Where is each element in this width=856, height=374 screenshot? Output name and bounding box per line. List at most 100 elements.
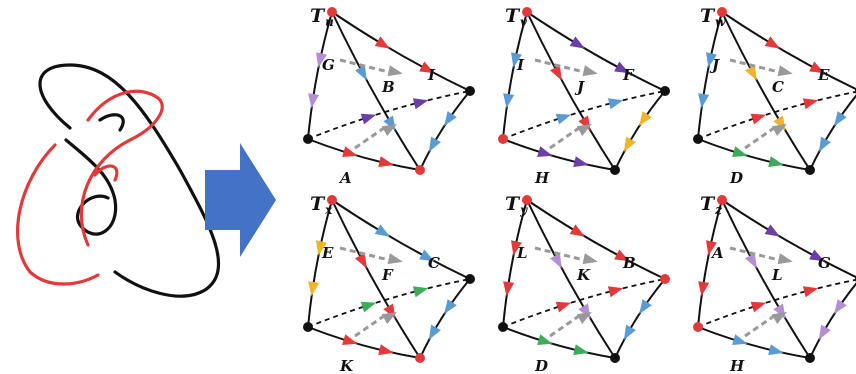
edge-arrow-icon	[802, 286, 819, 298]
edge-arrow-icon	[555, 113, 572, 125]
face-label: B	[381, 78, 395, 96]
face-pointer-line	[339, 246, 390, 262]
tetra-edge	[721, 199, 856, 279]
tetra-vertex	[498, 322, 508, 332]
tetra-vertex	[693, 322, 703, 332]
face-label: J	[574, 78, 585, 96]
knot-red-strand-3	[93, 164, 119, 182]
face-pointer-line	[339, 58, 390, 74]
tetra-vertex	[522, 7, 532, 17]
tetra-edge	[697, 278, 856, 328]
tetra-edge	[502, 278, 666, 328]
tetra-edge	[307, 326, 421, 359]
face-pointer-arrow-icon	[777, 65, 793, 77]
edge-arrow-icon	[412, 286, 429, 298]
edge-arrow-icon	[818, 324, 831, 340]
face-label: D	[729, 169, 743, 187]
face-label: K	[339, 357, 354, 374]
edge-arrow-icon	[550, 65, 562, 81]
edge-arrow-icon	[316, 240, 327, 256]
edge-arrow-icon	[537, 334, 553, 345]
tetra-edge	[502, 199, 528, 328]
face-label: J	[709, 56, 720, 74]
face-pointer-arrow-icon	[582, 65, 598, 77]
edge-arrow-icon	[818, 136, 831, 152]
face-pointer-line	[354, 314, 385, 338]
edge-arrow-icon	[698, 281, 710, 297]
edge-arrow-icon	[639, 111, 652, 127]
face-label: I	[427, 66, 436, 84]
edge-arrow-icon	[834, 299, 847, 315]
face-label: C	[428, 254, 440, 272]
edge-arrow-icon	[698, 93, 710, 109]
face-pointer-line	[534, 58, 585, 74]
tetra-vertex	[805, 353, 815, 363]
edge-arrow-icon	[360, 301, 377, 313]
edge-arrow-icon	[360, 113, 377, 125]
edge-arrow-icon	[444, 299, 457, 315]
edge-arrow-icon	[419, 249, 435, 262]
face-label: F	[622, 66, 635, 84]
face-label: A	[710, 244, 724, 262]
tetra-vertex	[465, 86, 475, 96]
tetra-edge	[721, 11, 856, 91]
edge-arrow-icon	[511, 52, 522, 68]
tetra-vertex	[805, 165, 815, 175]
edge-arrow-icon	[809, 249, 825, 262]
edge-arrow-icon	[732, 146, 748, 157]
edge-arrow-icon	[834, 111, 847, 127]
edge-arrow-icon	[511, 240, 522, 256]
tetra-vertex	[327, 7, 337, 17]
face-label: G	[818, 254, 831, 272]
tetra-edge	[526, 199, 666, 280]
edge-arrow-icon	[809, 61, 825, 74]
edge-arrow-icon	[802, 98, 819, 110]
edge-arrow-icon	[764, 224, 780, 237]
edge-arrow-icon	[732, 334, 748, 345]
face-label: G	[322, 56, 335, 74]
edge-arrow-icon	[503, 93, 515, 109]
tetra-edge	[809, 282, 856, 359]
tetra-vertex	[465, 274, 475, 284]
tetra-edge	[526, 11, 616, 171]
edge-arrow-icon	[768, 344, 784, 356]
tetra-edge	[526, 199, 616, 359]
edge-arrow-icon	[316, 52, 327, 68]
edge-arrow-icon	[573, 156, 589, 168]
face-pointer-arrow-icon	[387, 253, 403, 265]
face-label: H	[729, 357, 745, 374]
tetra-edge	[502, 138, 616, 171]
face-label: E	[321, 244, 334, 262]
edge-arrow-icon	[428, 136, 441, 152]
tetra-vertex	[693, 134, 703, 144]
tetra-edge	[614, 90, 666, 171]
knot-red-strand-2	[16, 143, 100, 286]
tetra-vertex	[415, 353, 425, 363]
face-pointer-line	[549, 126, 580, 150]
edge-arrow-icon	[614, 249, 630, 262]
tetra-edge	[307, 138, 421, 171]
tetra-edge	[307, 90, 471, 140]
tetra-vertex	[717, 7, 727, 17]
tetra-edge	[721, 11, 811, 171]
tetra-edge	[419, 90, 471, 171]
right-arrow-icon	[205, 143, 276, 257]
edge-arrow-icon	[750, 113, 767, 125]
face-label: B	[622, 254, 636, 272]
tetra-vertex	[522, 195, 532, 205]
tetra-edge	[307, 199, 333, 328]
edge-arrow-icon	[768, 156, 784, 168]
face-pointer-arrow-icon	[771, 124, 787, 136]
face-pointer-arrow-icon	[576, 124, 592, 136]
face-pointer-line	[744, 314, 775, 338]
edge-arrow-icon	[623, 136, 636, 152]
tetra-vertex	[610, 353, 620, 363]
face-pointer-arrow-icon	[576, 312, 592, 324]
face-label: C	[772, 78, 784, 96]
tetra-edge	[419, 278, 471, 359]
